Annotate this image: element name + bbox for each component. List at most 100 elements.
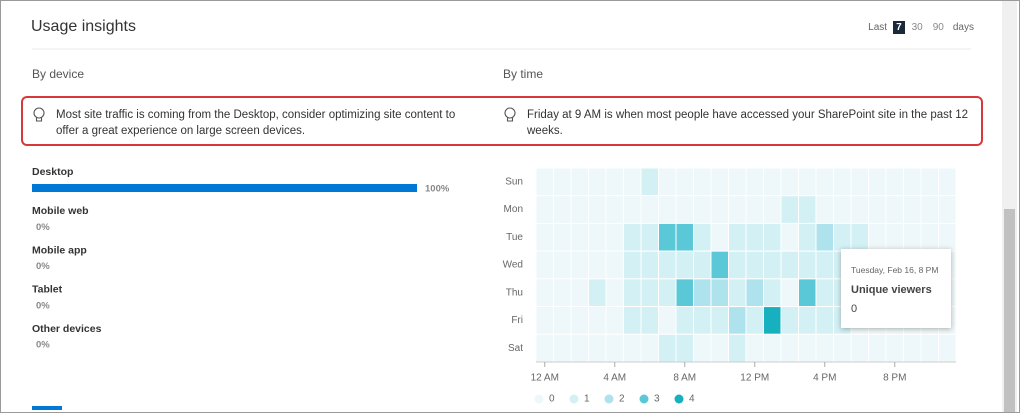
heat-cell <box>553 167 572 197</box>
heat-cell <box>885 167 904 197</box>
heat-cell <box>640 278 659 308</box>
value-label: 0% <box>36 340 50 351</box>
heat-cell <box>693 278 712 308</box>
heat-cell <box>623 195 642 224</box>
heat-cell <box>588 167 607 197</box>
heat-cell <box>868 333 887 363</box>
insight-highlight <box>21 96 983 146</box>
heat-cell <box>588 333 607 363</box>
heat-cell <box>588 278 607 308</box>
heat-cell <box>920 195 939 224</box>
heat-cell <box>588 195 607 224</box>
heat-cell <box>763 222 782 252</box>
heat-cell <box>623 167 642 197</box>
heat-cell <box>885 333 904 363</box>
tooltip-title: Tuesday, Feb 16, 8 PM <box>851 265 939 275</box>
heat-cell <box>640 222 659 252</box>
device-label: Tablet <box>32 284 63 296</box>
heat-cell <box>815 167 834 197</box>
heat-cell <box>780 167 799 197</box>
heat-cell <box>938 333 957 363</box>
tooltip: Tuesday, Feb 16, 8 PM Unique viewers 0 <box>841 249 951 328</box>
heat-cell <box>535 195 554 224</box>
heat-cell <box>623 306 642 335</box>
heat-cell <box>903 167 922 197</box>
legend-label: 4 <box>689 394 695 405</box>
x-tick-label: 8 AM <box>673 373 696 384</box>
heat-cell <box>553 306 572 335</box>
legend-label: 3 <box>654 394 660 405</box>
range-option[interactable]: 30 <box>911 22 923 33</box>
heat-cell <box>938 167 957 197</box>
heat-cell <box>745 333 764 363</box>
heat-cell <box>798 195 817 224</box>
heat-cell <box>780 278 799 308</box>
heat-cell <box>570 333 589 363</box>
heat-cell <box>868 167 887 197</box>
heat-cell <box>745 250 764 280</box>
heat-cell <box>605 167 624 197</box>
heat-cell <box>658 167 677 197</box>
heat-cell <box>885 222 904 252</box>
heat-cell <box>763 195 782 224</box>
row-label: Wed <box>503 260 523 271</box>
heat-cell <box>710 306 729 335</box>
heat-cell <box>693 167 712 197</box>
heat-cell <box>763 250 782 280</box>
heat-cell <box>535 222 554 252</box>
heat-cell <box>553 333 572 363</box>
heat-cell <box>938 222 957 252</box>
range-option[interactable]: 90 <box>932 22 944 33</box>
heat-cell <box>675 167 694 197</box>
heat-cell <box>710 333 729 363</box>
row-label: Mon <box>504 204 523 215</box>
section-heading: By device <box>32 67 85 81</box>
range-option[interactable]: 7 <box>893 21 905 34</box>
value-label: 0% <box>36 300 50 311</box>
heat-cell <box>553 222 572 252</box>
heat-cell <box>728 195 747 224</box>
legend-swatch <box>639 394 649 404</box>
heat-cell <box>693 306 712 335</box>
heat-cell <box>780 306 799 335</box>
heat-cell <box>798 250 817 280</box>
scroll-thumb[interactable] <box>1004 209 1015 412</box>
heat-cell <box>745 222 764 252</box>
value-label: 0% <box>36 222 50 233</box>
heat-cell <box>833 195 852 224</box>
heat-cell <box>693 250 712 280</box>
heat-cell <box>675 306 694 335</box>
heat-cell <box>850 222 869 252</box>
heat-cell <box>745 306 764 335</box>
heat-cell <box>553 278 572 308</box>
heat-cell <box>833 222 852 252</box>
heat-cell <box>780 250 799 280</box>
heat-cell <box>780 195 799 224</box>
heat-cell <box>815 278 834 308</box>
heat-cell <box>868 222 887 252</box>
heat-cell <box>815 222 834 252</box>
heat-cell <box>710 195 729 224</box>
heat-cell <box>745 195 764 224</box>
heat-cell <box>798 222 817 252</box>
heat-cell <box>693 222 712 252</box>
tooltip-label: Unique viewers <box>851 284 932 296</box>
heat-cell <box>588 250 607 280</box>
insight-text: Friday at 9 AM is when most people have … <box>527 109 969 137</box>
heat-cell <box>588 306 607 335</box>
heat-cell <box>798 306 817 335</box>
heat-cell <box>535 333 554 363</box>
heat-cell <box>728 250 747 280</box>
heat-cell <box>920 222 939 252</box>
legend-label: 1 <box>584 394 590 405</box>
heat-cell <box>535 306 554 335</box>
heat-cell <box>605 278 624 308</box>
heat-cell <box>903 222 922 252</box>
heat-cell <box>605 306 624 335</box>
range-selector: Last 7 30 90 days <box>868 21 974 34</box>
heat-cell <box>693 195 712 224</box>
heat-cell <box>728 167 747 197</box>
heat-cell <box>588 222 607 252</box>
row-label: Fri <box>511 315 523 326</box>
tooltip-value: 0 <box>851 303 858 315</box>
